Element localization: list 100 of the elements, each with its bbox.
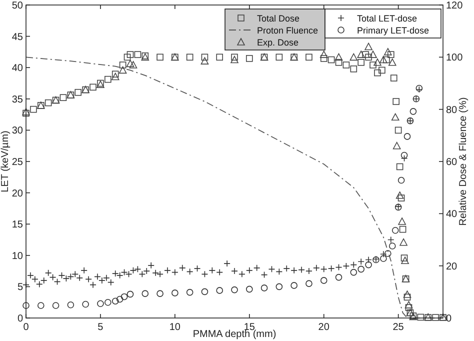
point: [384, 48, 392, 56]
point: [231, 54, 238, 61]
point: [410, 108, 417, 115]
point: [404, 294, 411, 301]
point: [306, 54, 312, 61]
point: [391, 113, 400, 121]
point: [342, 62, 350, 68]
point: [384, 250, 392, 257]
point: [400, 254, 408, 262]
y-tick-label: 0: [17, 314, 24, 324]
point: [112, 298, 119, 304]
point: [67, 301, 74, 308]
y2-tick-label: 120: [446, 0, 464, 12]
point: [364, 42, 372, 50]
point: [37, 302, 44, 309]
point: [335, 58, 342, 66]
y-tick-label: 35: [12, 94, 24, 106]
x-tick-label: 10: [169, 322, 181, 333]
y2-tick-label: 20: [446, 261, 458, 272]
point: [350, 66, 358, 72]
point: [370, 62, 376, 68]
point: [396, 192, 404, 199]
point: [365, 54, 372, 61]
point: [369, 50, 377, 58]
point: [328, 56, 335, 64]
point: [60, 94, 67, 101]
point: [335, 274, 342, 281]
point: [126, 51, 134, 58]
point: [200, 57, 209, 64]
point: [111, 72, 120, 80]
y-tick-label: 10: [12, 250, 24, 262]
y2-tick-label: 80: [446, 104, 458, 116]
point: [82, 300, 89, 308]
point: [392, 98, 400, 105]
point: [350, 53, 358, 61]
point: [142, 290, 149, 297]
point: [260, 284, 268, 292]
point: [394, 204, 402, 211]
point: [126, 60, 134, 68]
point: [416, 84, 423, 92]
point: [404, 133, 411, 140]
point: [380, 255, 387, 262]
x-tick-label: 5: [98, 322, 104, 333]
point: [390, 74, 398, 82]
point: [186, 54, 194, 61]
y-tick-label: 50: [12, 0, 24, 12]
y-tick-label: 15: [12, 220, 24, 231]
point: [246, 286, 253, 293]
point: [118, 66, 127, 74]
point: [320, 55, 328, 62]
y-tick-label: 25: [12, 157, 24, 168]
y-axis-title: LET (keV/µm): [0, 130, 11, 192]
point: [90, 84, 96, 91]
point: [432, 314, 439, 321]
point: [290, 282, 298, 289]
point: [124, 54, 131, 61]
point: [392, 142, 401, 150]
y-tick-label: 30: [12, 126, 24, 137]
point: [372, 256, 380, 264]
y2-tick-label: 0: [446, 314, 452, 324]
y-tick-label: 20: [12, 188, 24, 200]
point: [52, 302, 60, 309]
point: [383, 56, 390, 64]
y2-tick-label: 60: [446, 157, 458, 168]
point: [97, 300, 104, 307]
point: [378, 66, 386, 74]
point: [74, 88, 82, 96]
x-tick-label: 20: [318, 322, 330, 333]
point: [398, 194, 405, 202]
legend-label: Primary LET-dose: [357, 26, 430, 36]
point: [417, 314, 424, 321]
point: [404, 301, 413, 308]
point: [112, 70, 119, 78]
point: [357, 50, 365, 58]
point: [405, 304, 412, 311]
legend-label: Proton Fluence: [257, 26, 318, 36]
y-tick-label: 40: [12, 63, 24, 74]
point: [403, 290, 412, 298]
point: [398, 218, 406, 225]
point: [401, 256, 409, 264]
point: [400, 238, 408, 246]
point: [388, 242, 396, 250]
point: [216, 287, 224, 294]
legend-label: Total Dose: [257, 14, 300, 24]
point: [394, 126, 402, 134]
point: [104, 76, 112, 83]
point: [358, 58, 364, 66]
point: [172, 290, 178, 296]
point: [156, 54, 164, 61]
x-axis-title: PMMA depth (mm): [192, 329, 276, 340]
point: [216, 54, 224, 61]
point: [231, 286, 238, 294]
point: [186, 288, 194, 296]
point: [374, 69, 381, 76]
point: [406, 117, 414, 124]
point: [134, 51, 142, 58]
point: [246, 55, 253, 62]
point: [392, 226, 399, 234]
point: [398, 176, 405, 184]
point: [129, 61, 138, 68]
